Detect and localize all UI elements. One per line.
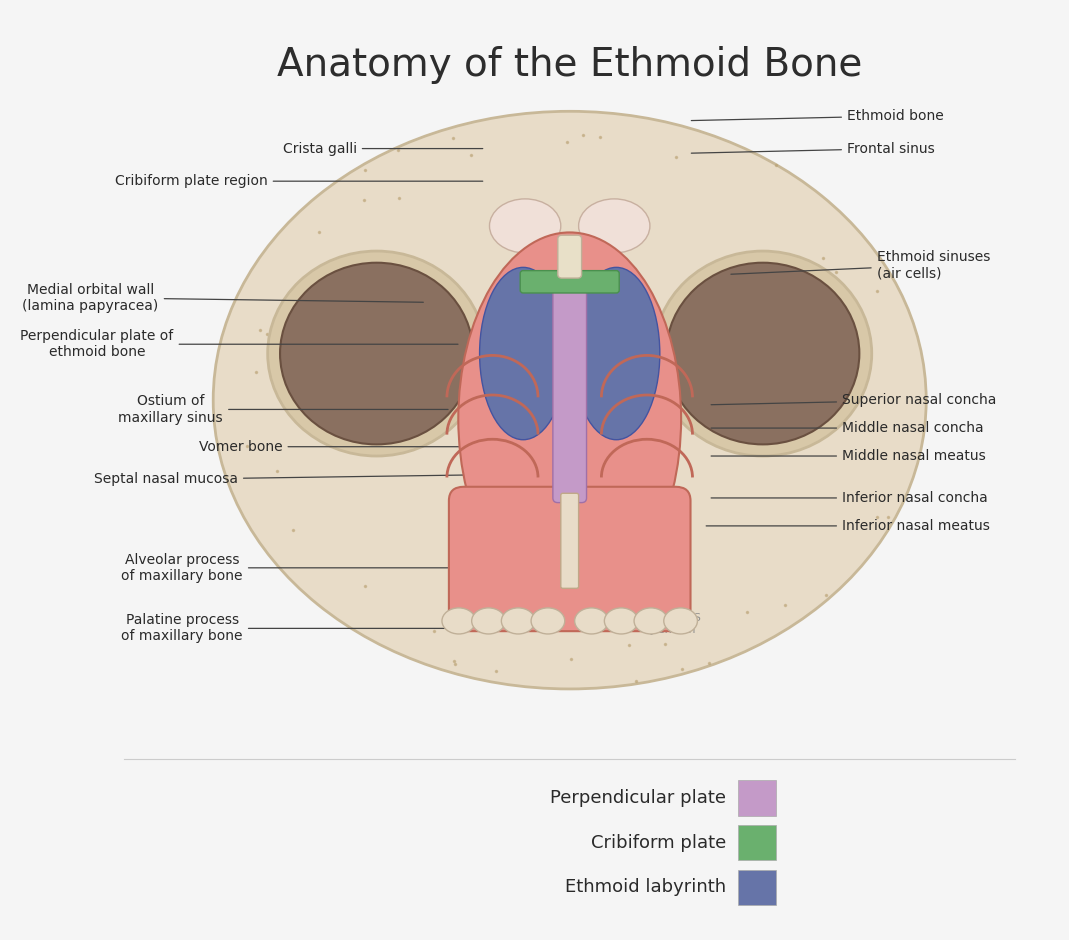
Text: A R O M S
J.Chevin: A R O M S J.Chevin bbox=[647, 613, 701, 634]
Ellipse shape bbox=[575, 608, 608, 634]
Ellipse shape bbox=[280, 262, 474, 445]
Ellipse shape bbox=[634, 608, 668, 634]
Ellipse shape bbox=[267, 251, 485, 456]
Ellipse shape bbox=[654, 251, 871, 456]
Bar bbox=[738, 825, 776, 860]
Ellipse shape bbox=[604, 608, 638, 634]
Ellipse shape bbox=[480, 267, 567, 440]
Ellipse shape bbox=[666, 262, 859, 445]
Ellipse shape bbox=[664, 608, 697, 634]
Text: Perpendicular plate of
ethmoid bone: Perpendicular plate of ethmoid bone bbox=[20, 329, 458, 359]
Bar bbox=[738, 870, 776, 905]
Text: Cribiform plate region: Cribiform plate region bbox=[115, 174, 483, 188]
FancyBboxPatch shape bbox=[521, 271, 619, 293]
Text: Ethmoid sinuses
(air cells): Ethmoid sinuses (air cells) bbox=[731, 250, 990, 280]
Ellipse shape bbox=[213, 111, 926, 689]
Text: Ostium of
maxillary sinus: Ostium of maxillary sinus bbox=[119, 395, 448, 425]
Ellipse shape bbox=[501, 608, 536, 634]
FancyBboxPatch shape bbox=[561, 494, 578, 588]
Text: Vomer bone: Vomer bone bbox=[199, 440, 487, 454]
Ellipse shape bbox=[531, 608, 564, 634]
Ellipse shape bbox=[490, 199, 561, 253]
Text: Ethmoid bone: Ethmoid bone bbox=[692, 109, 944, 123]
FancyBboxPatch shape bbox=[449, 487, 691, 631]
Ellipse shape bbox=[441, 608, 476, 634]
Text: Palatine process
of maxillary bone: Palatine process of maxillary bone bbox=[122, 613, 468, 644]
Text: Ethmoid labyrinth: Ethmoid labyrinth bbox=[566, 878, 726, 897]
Text: Frontal sinus: Frontal sinus bbox=[692, 142, 934, 156]
Bar bbox=[738, 780, 776, 816]
Text: Septal nasal mucosa: Septal nasal mucosa bbox=[94, 472, 487, 486]
Text: Inferior nasal meatus: Inferior nasal meatus bbox=[707, 519, 990, 533]
Text: Alveolar process
of maxillary bone: Alveolar process of maxillary bone bbox=[122, 553, 463, 583]
Text: Cribiform plate: Cribiform plate bbox=[591, 834, 726, 852]
Text: Perpendicular plate: Perpendicular plate bbox=[551, 789, 726, 807]
FancyBboxPatch shape bbox=[553, 284, 587, 503]
Ellipse shape bbox=[578, 199, 650, 253]
Text: Middle nasal concha: Middle nasal concha bbox=[711, 421, 983, 435]
Text: Anatomy of the Ethmoid Bone: Anatomy of the Ethmoid Bone bbox=[277, 46, 863, 84]
Text: Middle nasal meatus: Middle nasal meatus bbox=[711, 449, 986, 463]
Ellipse shape bbox=[459, 232, 681, 605]
Text: Crista galli: Crista galli bbox=[282, 142, 483, 156]
Ellipse shape bbox=[573, 267, 660, 440]
Ellipse shape bbox=[233, 120, 907, 633]
Text: Inferior nasal concha: Inferior nasal concha bbox=[711, 491, 988, 505]
Ellipse shape bbox=[471, 608, 506, 634]
Text: Medial orbital wall
(lamina papyracea): Medial orbital wall (lamina papyracea) bbox=[22, 283, 423, 313]
FancyBboxPatch shape bbox=[558, 235, 582, 278]
Text: Superior nasal concha: Superior nasal concha bbox=[711, 393, 996, 407]
